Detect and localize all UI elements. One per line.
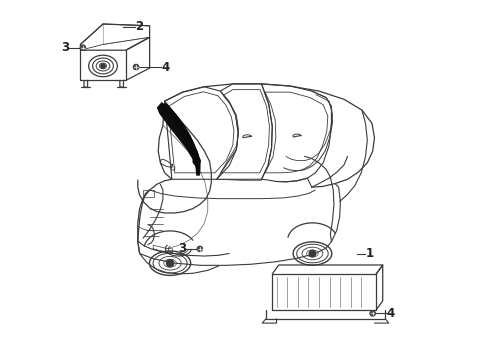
Circle shape	[197, 246, 203, 252]
Text: 4: 4	[161, 60, 169, 73]
Circle shape	[133, 64, 139, 70]
Circle shape	[167, 260, 174, 267]
Circle shape	[133, 64, 139, 69]
Circle shape	[101, 64, 105, 68]
Text: 4: 4	[386, 307, 395, 320]
Text: 3: 3	[179, 242, 187, 255]
Circle shape	[80, 45, 86, 50]
Polygon shape	[157, 102, 201, 176]
Circle shape	[370, 311, 375, 316]
Text: 1: 1	[366, 247, 374, 260]
Circle shape	[309, 250, 316, 257]
Text: 2: 2	[135, 20, 144, 33]
Text: 3: 3	[61, 41, 69, 54]
